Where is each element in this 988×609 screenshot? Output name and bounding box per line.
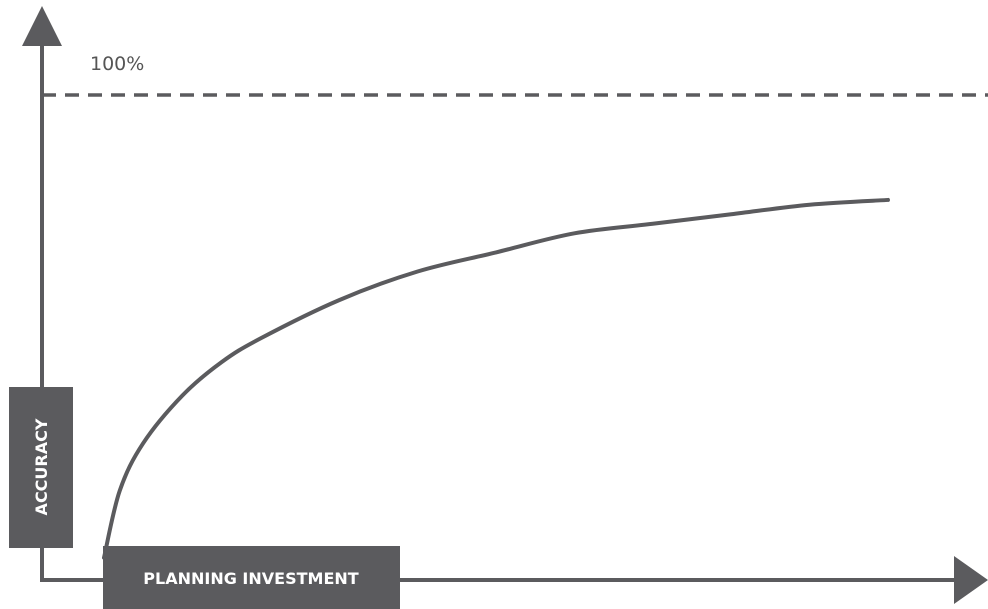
x-axis-label-box: PLANNING INVESTMENT xyxy=(103,546,400,609)
reference-line-label: 100% xyxy=(90,53,144,75)
y-axis-label-box: ACCURACY xyxy=(9,387,73,548)
y-axis-label: ACCURACY xyxy=(32,418,51,515)
x-axis-arrowhead xyxy=(954,556,988,604)
y-axis-arrowhead xyxy=(22,6,62,46)
x-axis-label: PLANNING INVESTMENT xyxy=(143,569,358,588)
series-line xyxy=(102,197,890,560)
